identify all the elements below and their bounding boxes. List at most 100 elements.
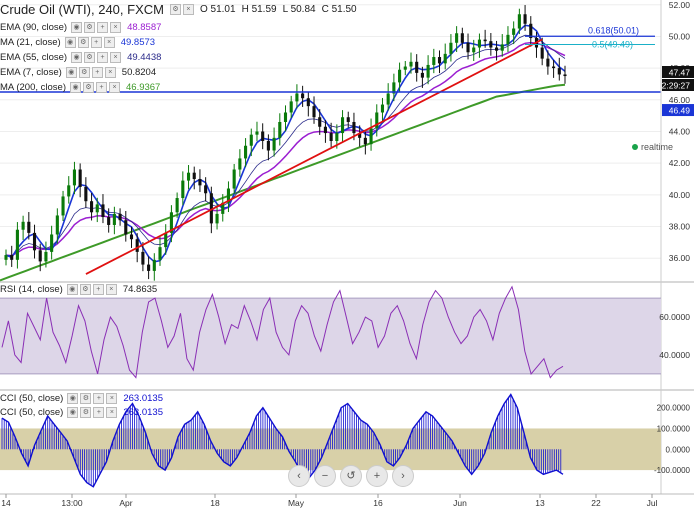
close-icon[interactable]: × xyxy=(103,36,115,48)
trend-line xyxy=(85,38,543,275)
candle-body xyxy=(386,93,390,105)
zoom-out-button[interactable]: − xyxy=(314,465,336,487)
settings-icon[interactable]: ⚙ xyxy=(169,3,181,15)
more-icon[interactable]: + xyxy=(92,283,104,295)
more-icon[interactable]: + xyxy=(90,36,102,48)
candle-body xyxy=(329,133,333,141)
symbol-label[interactable]: Crude Oil (WTI), 240, FXCM xyxy=(0,1,164,17)
close-icon[interactable]: × xyxy=(110,21,122,33)
candle xyxy=(329,122,333,148)
legend-controls[interactable]: ◉ ⚙ + × xyxy=(70,81,120,93)
ema90-line xyxy=(5,41,566,257)
settings-icon[interactable]: ⚙ xyxy=(77,36,89,48)
reset-button[interactable]: ↺ xyxy=(340,465,362,487)
candle-body xyxy=(10,255,14,260)
candle xyxy=(386,83,390,111)
candle xyxy=(517,8,521,35)
candle-body xyxy=(563,74,567,77)
candle-body xyxy=(244,145,248,159)
cci-axis: 200.0000 100.0000 0.0000 -100.0000 xyxy=(654,404,691,475)
eye-icon[interactable]: ◉ xyxy=(67,406,79,418)
rsi-panel[interactable] xyxy=(0,285,661,379)
eye-icon[interactable]: ◉ xyxy=(65,66,77,78)
candle xyxy=(557,57,561,81)
rsi-legend[interactable]: RSI (14, close) ◉ ⚙ + × 74.8635 xyxy=(0,282,157,296)
candle-body xyxy=(312,106,316,118)
candle-body xyxy=(232,169,236,189)
legend-label: MA (200, close) xyxy=(0,81,66,93)
candle-body xyxy=(346,117,350,122)
legend-controls[interactable]: ◉ ⚙ + × xyxy=(65,66,116,78)
candle-body xyxy=(375,112,379,129)
candle-body xyxy=(50,234,54,252)
settings-icon[interactable]: ⚙ xyxy=(80,406,92,418)
scroll-left-button[interactable]: ‹ xyxy=(288,465,310,487)
candle xyxy=(289,95,293,119)
time-axis[interactable]: 14 13:00 Apr 18 May 16 Jun 13 22 Jul xyxy=(1,494,658,508)
eye-icon[interactable]: ◉ xyxy=(67,392,79,404)
cci-legend-row[interactable]: CCI (50, close) ◉ ⚙ + × 263.0135 xyxy=(0,391,163,405)
title-controls[interactable]: ⚙ × xyxy=(169,3,194,15)
candle xyxy=(375,104,379,137)
settings-icon[interactable]: ⚙ xyxy=(78,66,90,78)
eye-icon[interactable]: ◉ xyxy=(70,81,81,93)
candle-body xyxy=(4,255,8,260)
close-icon[interactable]: × xyxy=(104,66,116,78)
cci-legend-controls[interactable]: ◉ ⚙ + × xyxy=(67,406,118,418)
rsi-line xyxy=(1,285,564,379)
price-tick-label: 44.00 xyxy=(669,126,691,136)
price-axis: 52.0050.0048.0046.0044.0042.0040.0038.00… xyxy=(662,0,694,263)
more-icon[interactable]: + xyxy=(93,406,105,418)
close-icon[interactable]: × xyxy=(106,406,118,418)
settings-icon[interactable]: ⚙ xyxy=(79,283,91,295)
scroll-right-button[interactable]: › xyxy=(392,465,414,487)
candle xyxy=(90,193,94,221)
close-icon[interactable]: × xyxy=(105,283,117,295)
candle-body xyxy=(460,33,464,43)
legend-row[interactable]: MA (21, close) ◉ ⚙ + × 49.8573 xyxy=(0,35,155,49)
cci-panel[interactable] xyxy=(0,393,661,488)
legend-row[interactable]: EMA (7, close) ◉ ⚙ + × 50.8204 xyxy=(0,65,156,79)
close-icon[interactable]: × xyxy=(182,3,194,15)
legend-row[interactable]: EMA (90, close) ◉ ⚙ + × 48.8587 xyxy=(0,20,161,34)
settings-icon[interactable]: ⚙ xyxy=(83,81,94,93)
rsi-legend-controls[interactable]: ◉ ⚙ + × xyxy=(66,283,117,295)
legend-controls[interactable]: ◉ ⚙ + × xyxy=(71,21,122,33)
more-icon[interactable]: + xyxy=(97,21,109,33)
more-icon[interactable]: + xyxy=(96,81,107,93)
settings-icon[interactable]: ⚙ xyxy=(84,51,96,63)
more-icon[interactable]: + xyxy=(91,66,103,78)
chart-nav-controls: ‹ − ↺ + › xyxy=(288,465,414,487)
more-icon[interactable]: + xyxy=(97,51,109,63)
eye-icon[interactable]: ◉ xyxy=(64,36,76,48)
more-icon[interactable]: + xyxy=(93,392,105,404)
candle-body xyxy=(21,221,25,230)
candle xyxy=(494,40,499,61)
candle xyxy=(10,245,14,267)
close-icon[interactable]: × xyxy=(110,51,122,63)
line-price-badge-text: 46.49 xyxy=(669,106,691,116)
close-icon[interactable]: × xyxy=(106,392,118,404)
candle-body xyxy=(135,239,139,252)
eye-icon[interactable]: ◉ xyxy=(71,21,83,33)
current-price-badge-text: 47.47 xyxy=(669,68,691,78)
close-icon[interactable]: × xyxy=(109,81,120,93)
legend-controls[interactable]: ◉ ⚙ + × xyxy=(71,51,122,63)
legend-controls[interactable]: ◉ ⚙ + × xyxy=(64,36,115,48)
legend-row[interactable]: MA (200, close) ◉ ⚙ + × 46.9367 xyxy=(0,80,160,94)
legend-value: 50.8204 xyxy=(121,66,157,78)
settings-icon[interactable]: ⚙ xyxy=(84,21,96,33)
candle-body xyxy=(494,47,499,51)
zoom-in-button[interactable]: + xyxy=(366,465,388,487)
cci-legend-row[interactable]: CCI (50, close) ◉ ⚙ + × 263.0135 xyxy=(0,405,163,419)
cci-legend-controls[interactable]: ◉ ⚙ + × xyxy=(67,392,118,404)
eye-icon[interactable]: ◉ xyxy=(66,283,78,295)
candle xyxy=(192,166,196,190)
time-tick-label: 13 xyxy=(535,498,545,508)
eye-icon[interactable]: ◉ xyxy=(71,51,83,63)
candle-body xyxy=(523,14,527,24)
legend-row[interactable]: EMA (55, close) ◉ ⚙ + × 49.4438 xyxy=(0,50,161,64)
candle-body xyxy=(529,23,533,39)
settings-icon[interactable]: ⚙ xyxy=(80,392,92,404)
candle-body xyxy=(335,133,339,141)
